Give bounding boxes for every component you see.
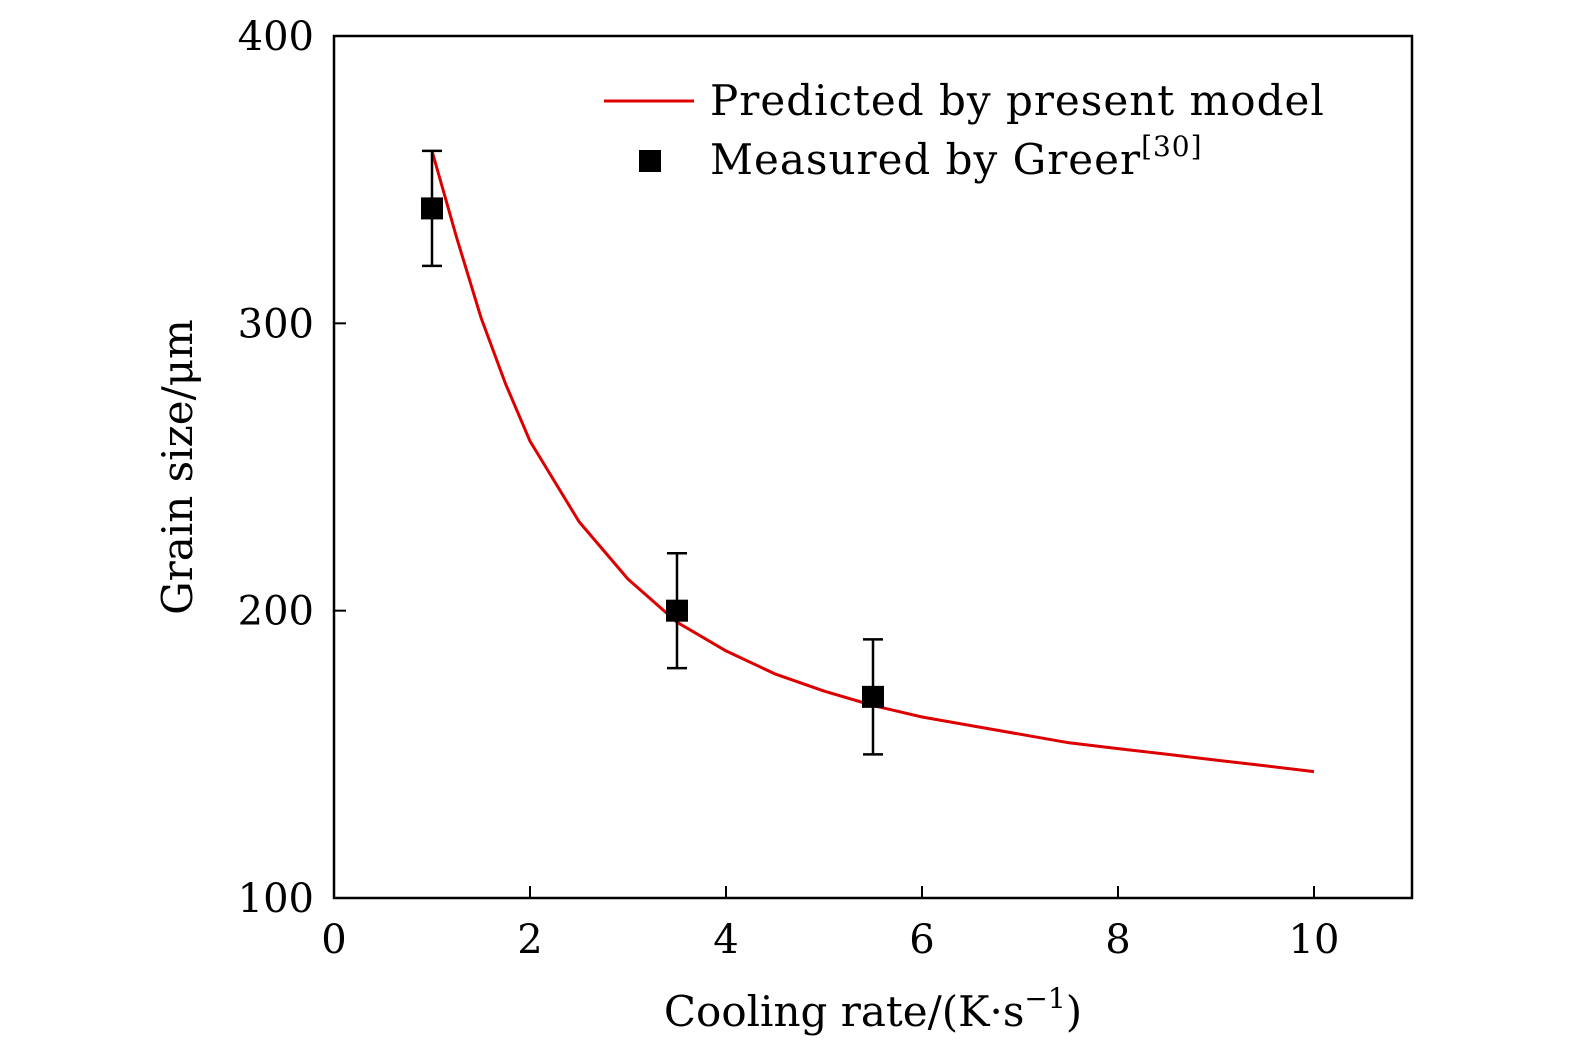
x-tick-label: 2 (517, 917, 542, 963)
y-tick-label: 400 (238, 14, 314, 60)
y-axis-title: Grain size/μm (153, 319, 202, 615)
x-tick-label: 8 (1105, 917, 1130, 963)
data-marker (666, 599, 688, 622)
y-tick-label: 100 (238, 876, 314, 922)
x-tick-label: 0 (321, 917, 346, 963)
measured-point (666, 551, 688, 670)
legend: Predicted by present model Measured by G… (604, 76, 1325, 184)
plot-area-frame (332, 34, 1414, 900)
legend-label-predicted: Predicted by present model (710, 76, 1325, 125)
x-tick-label: 6 (909, 917, 934, 963)
legend-marker-swatch (639, 150, 661, 172)
data-marker (421, 197, 443, 220)
x-tick-label: 10 (1289, 917, 1340, 963)
data-marker (862, 685, 884, 708)
y-tick-label: 200 (238, 589, 314, 635)
legend-label-measured: Measured by Greer[30] (710, 130, 1203, 184)
y-tick-label: 300 (238, 301, 314, 347)
x-axis-title: Cooling rate/(K·s−1) (664, 982, 1082, 1036)
predicted-line (430, 150, 1315, 774)
series-layer (421, 149, 1315, 774)
measured-point (862, 638, 884, 756)
measured-point (421, 149, 443, 268)
x-tick-label: 4 (713, 917, 738, 963)
tick-labels: 0 2 4 6 8 10 100 200 300 400 (238, 14, 1340, 963)
